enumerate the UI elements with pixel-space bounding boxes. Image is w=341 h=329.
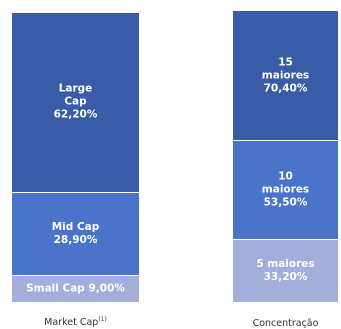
bar-segment-5-maiores: 5 maiores 33,20% xyxy=(233,240,338,302)
bar-segment-15-maiores: 15 maiores 70,40% xyxy=(233,11,338,142)
footnote-marker: (1) xyxy=(98,316,107,323)
market-cap-stacked-bar: Large Cap 62,20% Mid Cap 28,90% Small Ca… xyxy=(12,13,139,302)
concentracao-stacked-bar: 15 maiores 70,40% 10 maiores 53,50% 5 ma… xyxy=(233,11,338,302)
data-label-mid-cap: Mid Cap 28,90% xyxy=(51,220,100,246)
bar-segment-10-maiores: 10 maiores 53,50% xyxy=(233,141,338,241)
data-label-large-cap: Large Cap 62,20% xyxy=(53,82,98,121)
data-label-15-maiores: 15 maiores 70,40% xyxy=(261,56,310,95)
x-axis-label-concentracao: Concentração xyxy=(252,318,319,329)
data-label-10-maiores: 10 maiores 53,50% xyxy=(261,170,310,209)
bar-segment-mid-cap: Mid Cap 28,90% xyxy=(12,192,139,277)
data-label-5-maiores: 5 maiores 33,20% xyxy=(256,258,315,284)
x-axis-label-market-cap: Market Cap(1) xyxy=(44,316,107,329)
bar-segment-large-cap: Large Cap 62,20% xyxy=(12,13,139,193)
data-label-small-cap: Small Cap 9,00% xyxy=(26,282,125,295)
bar-segment-small-cap: Small Cap 9,00% xyxy=(12,276,139,302)
